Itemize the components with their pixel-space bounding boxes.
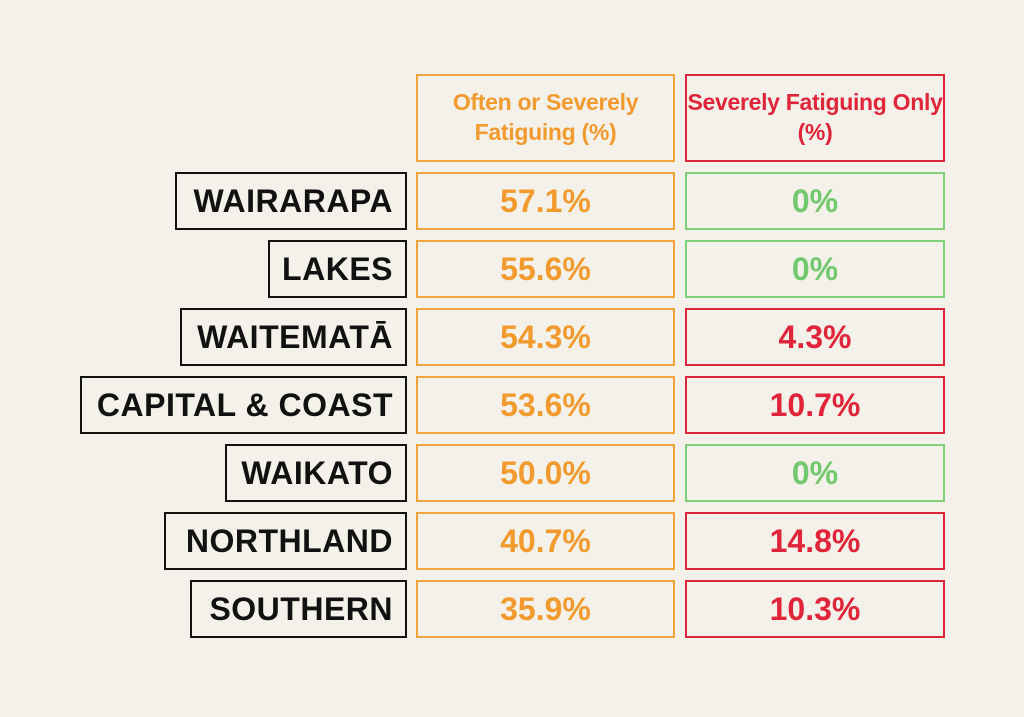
severe-only-value: 4.3% xyxy=(685,308,945,366)
severe-only-value: 0% xyxy=(685,444,945,502)
often-or-severe-value: 35.9% xyxy=(416,580,675,638)
severe-only-value: 0% xyxy=(685,240,945,298)
often-or-severe-value: 50.0% xyxy=(416,444,675,502)
column-header-often-or-severe: Often or Severely Fatiguing (%) xyxy=(416,74,675,162)
severe-only-value: 14.8% xyxy=(685,512,945,570)
region-label: LAKES xyxy=(268,240,407,298)
often-or-severe-value: 57.1% xyxy=(416,172,675,230)
severe-only-value: 10.3% xyxy=(685,580,945,638)
region-label: SOUTHERN xyxy=(190,580,407,638)
often-or-severe-value: 54.3% xyxy=(416,308,675,366)
region-label: WAIKATO xyxy=(225,444,407,502)
region-label: WAIRARAPA xyxy=(175,172,407,230)
column-header-severe-only-label: Severely Fatiguing Only (%) xyxy=(687,89,943,145)
often-or-severe-value: 53.6% xyxy=(416,376,675,434)
severe-only-value: 10.7% xyxy=(685,376,945,434)
region-label: CAPITAL & COAST xyxy=(80,376,407,434)
column-header-severe-only: Severely Fatiguing Only (%) xyxy=(685,74,945,162)
region-label: WAITEMATĀ xyxy=(180,308,407,366)
often-or-severe-value: 40.7% xyxy=(416,512,675,570)
region-label: NORTHLAND xyxy=(164,512,407,570)
often-or-severe-value: 55.6% xyxy=(416,240,675,298)
severe-only-value: 0% xyxy=(685,172,945,230)
column-header-often-or-severe-label: Often or Severely Fatiguing (%) xyxy=(452,89,639,145)
